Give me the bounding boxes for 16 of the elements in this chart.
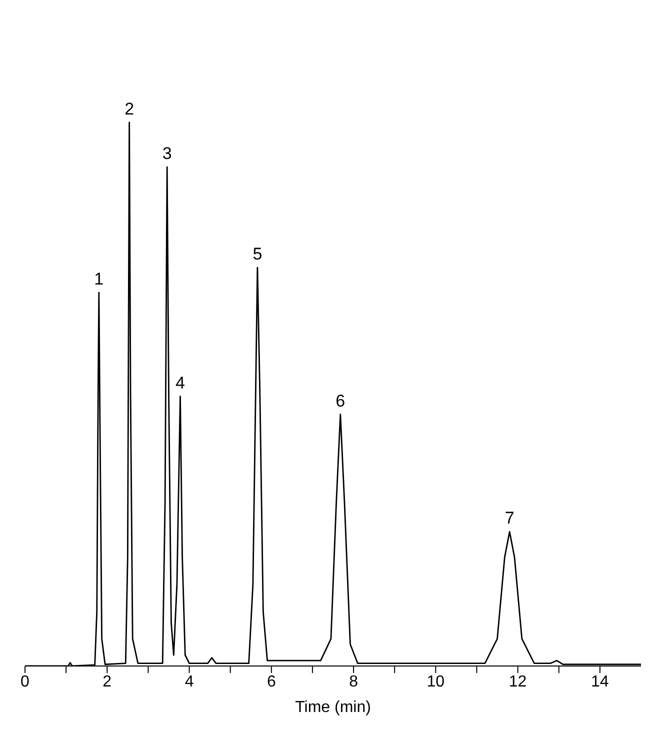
x-tick-label: 12 <box>508 673 527 690</box>
x-tick-label: 2 <box>102 673 112 690</box>
annotation: 7 <box>504 508 514 528</box>
x-axis-title: Time (min) <box>295 699 371 716</box>
annotation: 6 <box>336 391 346 410</box>
x-tick-label: 8 <box>349 673 358 690</box>
x-tick-label: 14 <box>591 673 609 690</box>
x-tick-label: 10 <box>426 673 445 690</box>
annotation: 2 <box>124 99 134 118</box>
x-tick-label: 4 <box>184 673 194 690</box>
annotation: 3 <box>162 144 172 163</box>
annotation: 4 <box>176 373 185 392</box>
x-tick-label: 6 <box>266 673 276 690</box>
x-tick-label: 0 <box>20 673 30 690</box>
annotation: 1 <box>94 270 104 289</box>
annotation: 5 <box>252 244 262 264</box>
